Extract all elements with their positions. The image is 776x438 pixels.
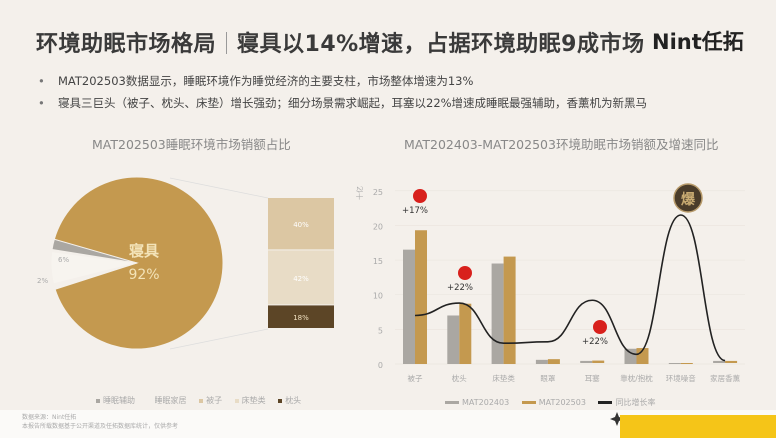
pie-label: 寝具 bbox=[129, 242, 159, 260]
bullet-item: • MAT202503数据显示，睡眠环境作为睡觉经济的主要支柱，市场整体增速为13… bbox=[38, 74, 474, 88]
sparkle-icon bbox=[610, 412, 624, 426]
x-tick-label: 家居香薰 bbox=[710, 373, 740, 383]
connector-line bbox=[169, 328, 269, 350]
bar-chart-title: MAT202403-MAT202503环境助眠市场销额及增速同比 bbox=[404, 137, 719, 152]
breakdown-label: 40% bbox=[293, 221, 309, 229]
y-tick-label: 20 bbox=[373, 222, 383, 231]
bar-MAT202403-被子 bbox=[403, 249, 415, 364]
bar-MAT202503-环境噪音 bbox=[680, 363, 693, 364]
pie-value: 6% bbox=[58, 256, 69, 264]
bar-MAT202403-靠枕/抱枕 bbox=[624, 348, 637, 364]
y-tick-label: 15 bbox=[373, 257, 383, 266]
bar-MAT202403-眼罩 bbox=[535, 359, 548, 364]
footer-source: 数据来源：Nint任拓 bbox=[22, 414, 77, 421]
thumbs-up-icon bbox=[593, 320, 607, 334]
connector-line bbox=[169, 177, 269, 199]
legend-item: 睡眠辅助 bbox=[96, 396, 135, 405]
x-tick-label: 眼罩 bbox=[540, 374, 555, 383]
x-tick-label: 耳塞 bbox=[585, 373, 600, 383]
brand-logo: Nint任拓 bbox=[652, 30, 744, 54]
page-title: 环境助眠市场格局 寝具以14%增速，占据环境助眠9成市场 bbox=[36, 26, 644, 58]
x-tick-label: 被子 bbox=[408, 373, 423, 383]
pie-chart-title: MAT202503睡眠环境市场销额占比 bbox=[92, 137, 291, 152]
pie-slice-睡眠辅助 bbox=[51, 238, 138, 264]
legend-item: MAT202503 bbox=[521, 398, 586, 407]
y-tick-label: 10 bbox=[373, 292, 383, 301]
bullet-text: MAT202503数据显示，睡眠环境作为睡觉经济的主要支柱，市场整体增速为13% bbox=[58, 74, 474, 88]
bar-MAT202403-家居香薰 bbox=[713, 360, 726, 363]
explosive-badge-icon bbox=[673, 183, 703, 213]
growth-annotation: +22% bbox=[582, 337, 608, 347]
breakdown-segment-被子 bbox=[268, 198, 334, 250]
legend-item: 被子 bbox=[199, 396, 222, 405]
footer-notes: 数据来源：Nint任拓本报告所载数据基于公开渠道及任拓数据库统计，仅供参考 bbox=[22, 413, 178, 431]
pie-legend: 睡眠辅助 睡眠家居 被子 床垫类 枕头 bbox=[96, 395, 311, 406]
bar-MAT202503-靠枕/抱枕 bbox=[636, 348, 649, 364]
breakdown-label: 42% bbox=[293, 275, 309, 283]
legend-item: 同比增长率 bbox=[598, 398, 655, 407]
pie-slice-睡眠家居 bbox=[50, 251, 138, 285]
pie-slice-寝具 bbox=[52, 176, 224, 350]
thumbs-up-icon bbox=[413, 189, 427, 203]
bar-MAT202503-家居香薰 bbox=[725, 360, 738, 363]
thumbs-up-icon bbox=[458, 266, 472, 280]
bar-MAT202503-枕头 bbox=[459, 303, 472, 364]
breakdown-label: 18% bbox=[293, 314, 309, 322]
bar-MAT202403-枕头 bbox=[447, 315, 460, 364]
accent-bar bbox=[620, 415, 776, 438]
bar-MAT202503-耳塞 bbox=[592, 360, 605, 363]
badge-label: 爆 bbox=[681, 191, 696, 208]
bullet-item: • 寝具三巨头（被子、枕头、床垫）增长强劲；细分场景需求崛起，耳塞以22%增速成睡… bbox=[38, 96, 648, 110]
x-tick-label: 环境噪音 bbox=[666, 373, 696, 383]
footer-note: 本报告所载数据基于公开渠道及任拓数据库统计，仅供参考 bbox=[22, 423, 179, 430]
title-right: 寝具以14%增速，占据环境助眠9成市场 bbox=[237, 32, 645, 57]
y-axis-label: 十亿 bbox=[355, 186, 364, 200]
breakdown-segment-床垫类 bbox=[268, 250, 334, 305]
y-tick-label: 25 bbox=[373, 188, 383, 197]
legend-item: MAT202403 bbox=[445, 398, 509, 407]
bar-MAT202503-床垫类 bbox=[503, 256, 516, 364]
bar-MAT202503-眼罩 bbox=[547, 359, 560, 364]
breakdown-segment-枕头 bbox=[268, 305, 334, 328]
title-left: 环境助眠市场格局 bbox=[36, 32, 217, 57]
growth-annotation: +22% bbox=[447, 283, 473, 293]
bar-MAT202403-床垫类 bbox=[491, 263, 504, 364]
x-tick-label: 枕头 bbox=[452, 373, 467, 383]
bar-legend: MAT202403 MAT202503 同比增长率 bbox=[445, 397, 665, 408]
legend-item: 睡眠家居 bbox=[147, 396, 187, 405]
x-tick-label: 靠枕/抱枕 bbox=[620, 373, 653, 383]
bar-MAT202403-耳塞 bbox=[580, 360, 593, 363]
bullet-list: • MAT202503数据显示，睡眠环境作为睡觉经济的主要支柱，市场整体增速为13… bbox=[38, 70, 647, 114]
pie-value: 2% bbox=[37, 277, 48, 285]
bullet-text: 寝具三巨头（被子、枕头、床垫）增长强劲；细分场景需求崛起，耳塞以22%增速成睡眠… bbox=[58, 96, 648, 110]
title-divider bbox=[226, 32, 228, 54]
legend-item: 枕头 bbox=[278, 396, 301, 405]
legend-item: 床垫类 bbox=[234, 396, 266, 405]
y-tick-label: 5 bbox=[378, 326, 383, 335]
bar-MAT202403-环境噪音 bbox=[668, 363, 681, 364]
y-tick-label: 0 bbox=[378, 361, 383, 370]
x-tick-label: 床垫类 bbox=[492, 373, 515, 383]
growth-annotation: +17% bbox=[402, 206, 428, 216]
pie-value: 92% bbox=[128, 267, 159, 283]
bar-MAT202503-被子 bbox=[415, 230, 427, 364]
growth-rate-line bbox=[414, 214, 726, 362]
